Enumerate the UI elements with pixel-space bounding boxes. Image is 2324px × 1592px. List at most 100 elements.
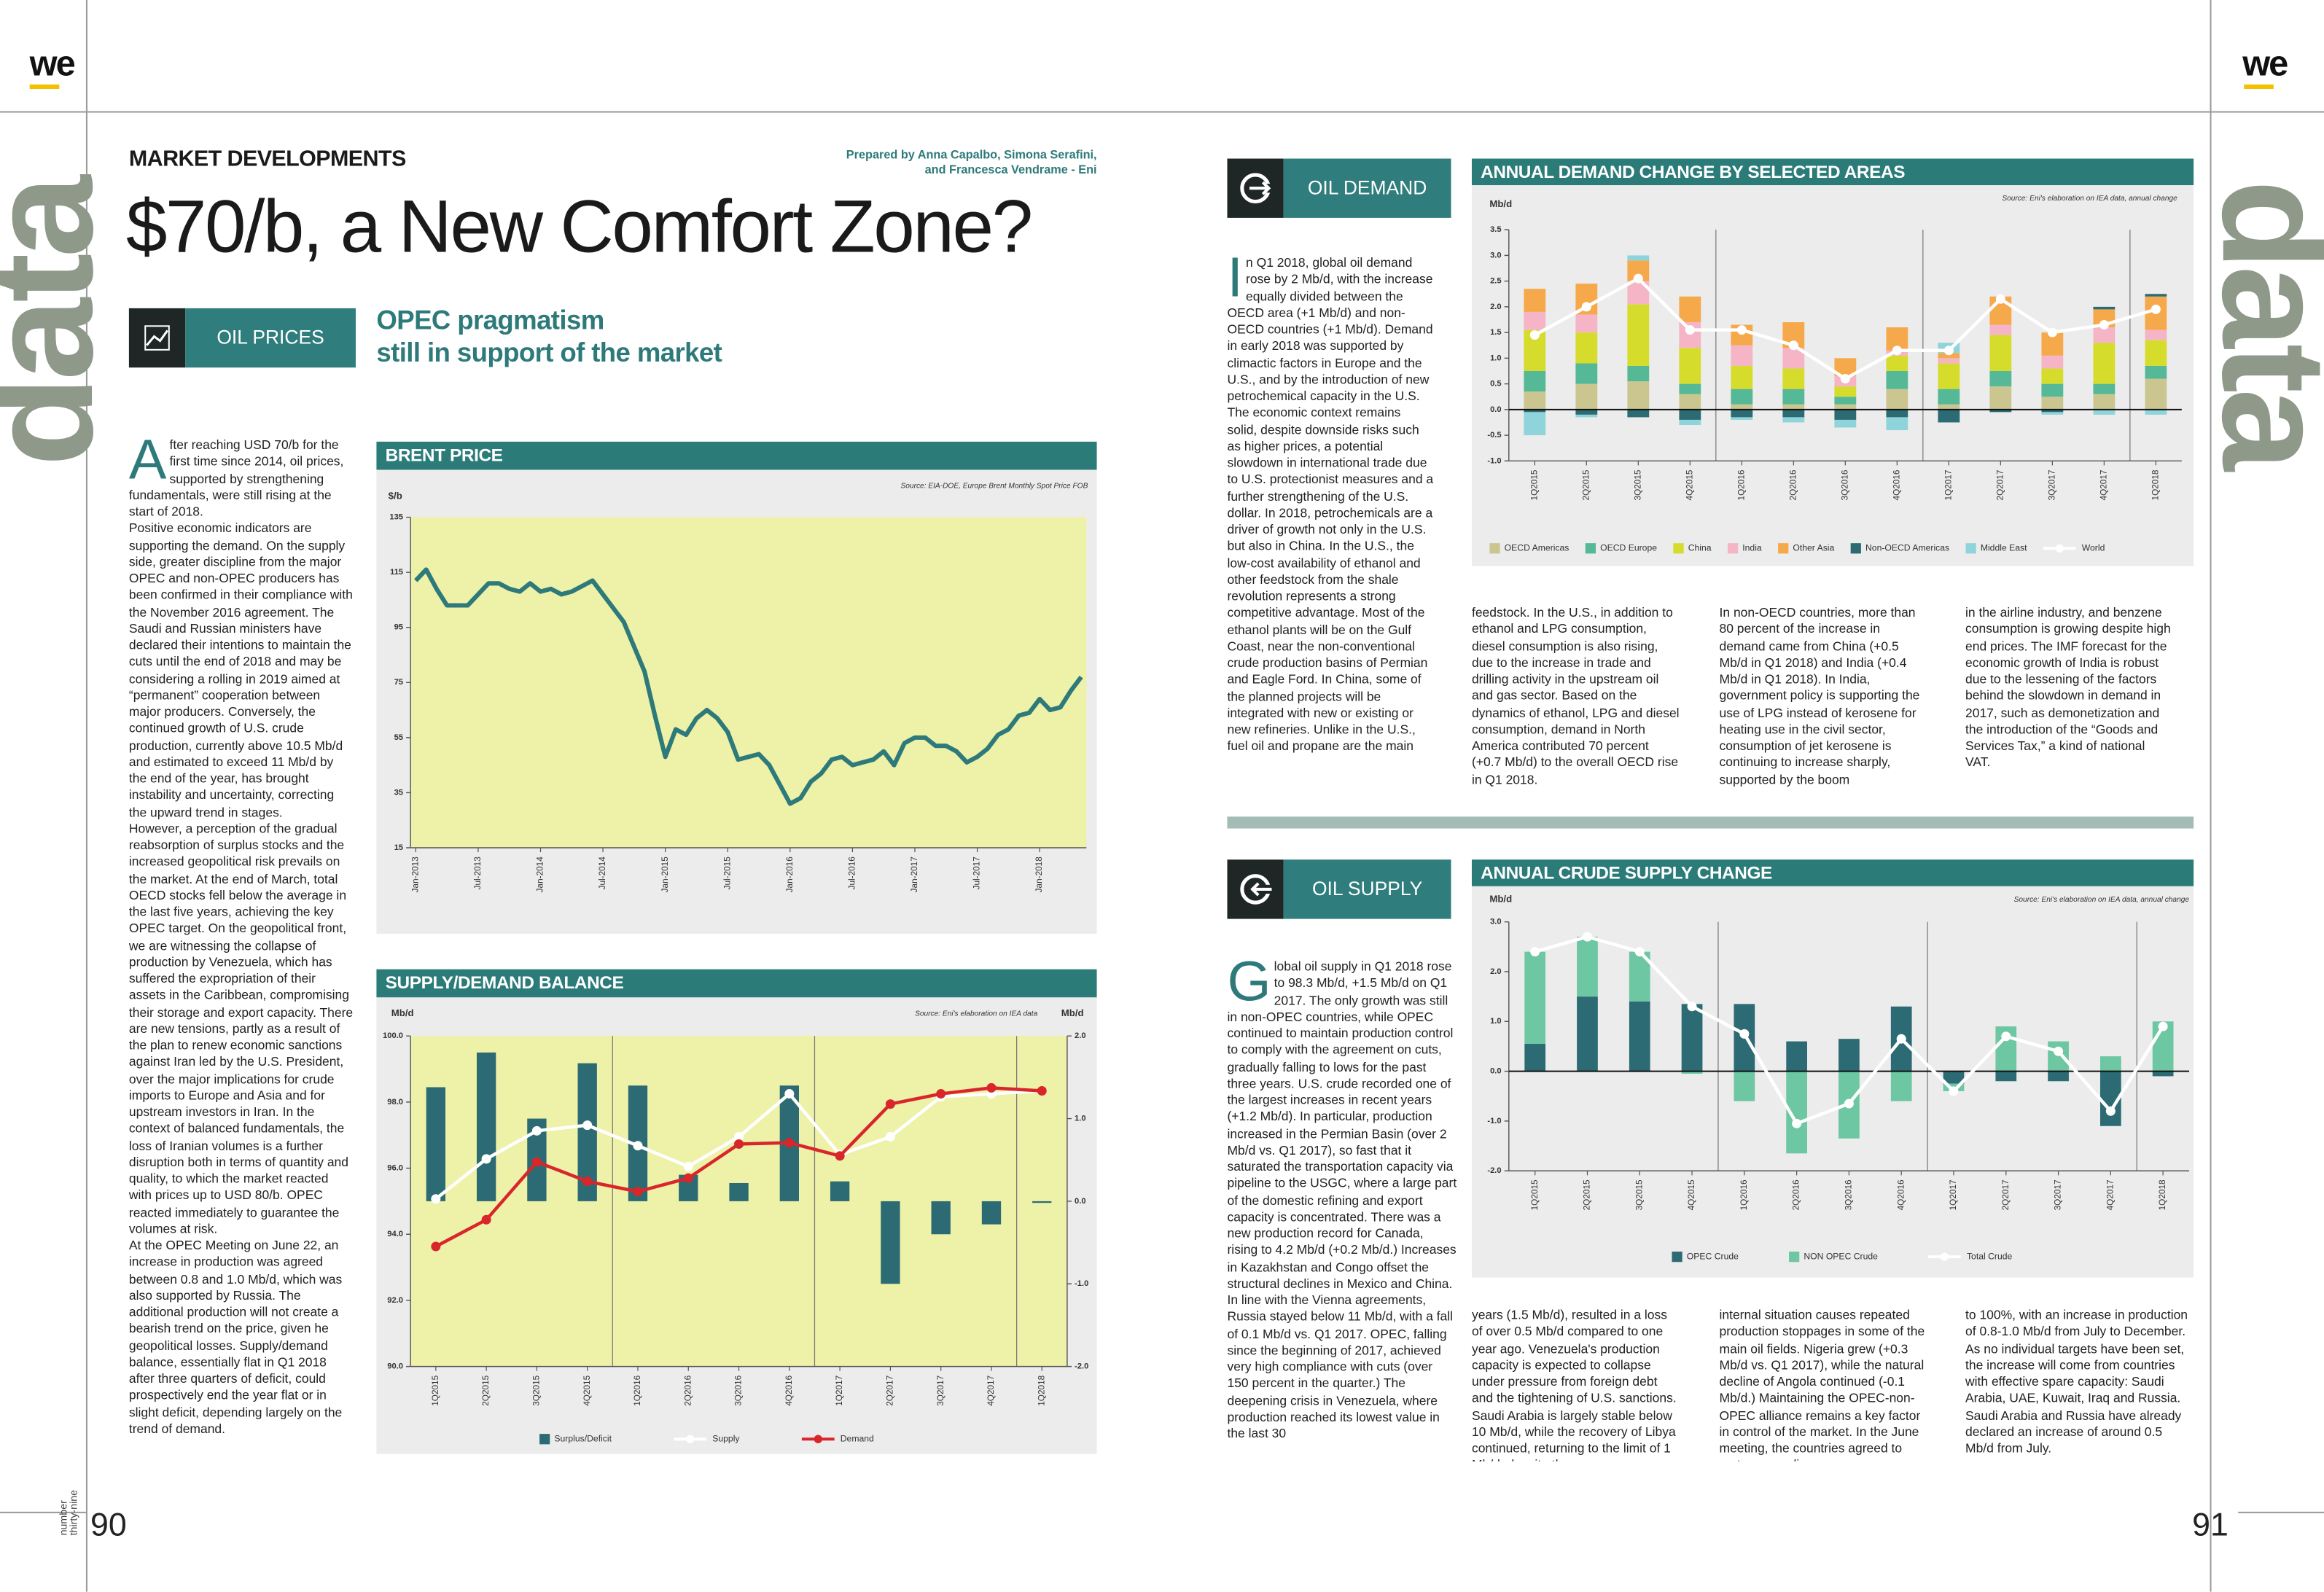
point [1685,325,1695,335]
legend-label: Other Asia [1793,543,1834,553]
bar [1679,348,1701,384]
author-line: and Francesca Vendrame - Eni [924,163,1097,176]
y-tick-label: 1.5 [1490,328,1502,337]
bar [1834,386,1857,397]
bar [1577,996,1598,1072]
bar [1734,1071,1755,1101]
bar [1731,417,1753,420]
tag-icon [128,308,186,368]
subtitle: OPEC pragmatism still in support of the … [376,304,722,369]
point [2105,1106,2116,1116]
legend-label: India [1742,543,1762,553]
bar [1679,296,1701,323]
y-tick-label: 75 [394,678,403,687]
point [2001,1031,2011,1042]
issue: number thirty-nine [59,1462,79,1535]
bar [1782,389,1805,405]
point [784,1089,795,1099]
headline: $70/b, a New Comfort Zone? [125,185,1033,269]
x-tick-label: 1Q2017 [1949,1179,1958,1210]
article-text: feedstock. In the U.S., in addition to e… [1471,604,1680,787]
x-tick-label: 1Q2017 [835,1376,844,1406]
chart-header: BRENT PRICE [376,441,1097,470]
y-tick-label: 0.0 [1490,1067,1502,1076]
bar [1679,419,1701,425]
point [835,1151,845,1161]
legend-item: NON OPEC Crude [1789,1251,1878,1263]
bar [1575,363,1598,384]
y-tick-label: 98.0 [387,1098,403,1107]
bar [1782,368,1805,389]
chart: Source: Eni's elaboration on IEA data, a… [1471,886,2194,1278]
x-tick-label: 1Q2016 [1739,1179,1749,1210]
x-tick-label: 2Q2015 [1583,1179,1592,1210]
bar [1679,409,1701,420]
bar [1938,353,1960,359]
article-text: in the airline industry, and benzene con… [1965,604,2171,770]
point [1736,325,1747,335]
bar [1782,404,1805,410]
plot-area [410,517,1087,848]
logo: we [29,44,76,85]
y-tick-label: 0.0 [1490,405,1502,414]
y-tick-label: 95 [394,623,403,632]
point [633,1141,643,1151]
x-tick-label: 1Q2018 [2158,1179,2167,1210]
bar [1989,324,2012,335]
article-text: internal situation causes repeated produ… [1719,1307,1925,1461]
point [431,1241,441,1252]
bar [1886,370,1908,389]
section-tag: OIL DEMAND [1283,158,1451,218]
bar [2041,355,2064,369]
chart: Source: Eni's elaboration on IEA data, a… [1471,185,2194,566]
bar [1834,419,1857,428]
bar [1679,394,1701,410]
y2-tick-label: 1.0 [1075,1115,1086,1123]
x-tick-label: 2Q2015 [1581,469,1591,500]
bar [2152,1071,2174,1077]
y2-tick-label: -1.0 [1075,1279,1088,1288]
x-tick-label: Jul-2016 [848,857,857,890]
legend-item: Supply [674,1433,740,1443]
side-label: data [0,179,125,467]
section-title: MARKET DEVELOPMENTS [128,147,406,172]
bar [2093,409,2116,415]
bar [729,1182,749,1201]
x-tick-label: Jan-2018 [1034,857,1044,893]
chart: Source: EIA-DOE, Europe Brent Monthly Sp… [376,469,1097,934]
x-tick-label: 4Q2015 [1687,1179,1696,1210]
point [1530,947,1540,957]
x-tick-label: 1Q2015 [431,1375,440,1405]
article-text: to 100%, with an increase in production … [1965,1307,2188,1456]
legend-item: Non-OECD Americas [1850,543,1949,554]
right-rule [2210,0,2212,1592]
y-tick-label: -1.0 [1487,456,1501,465]
legend-label: OECD Americas [1505,543,1570,553]
x-tick-label: 4Q2015 [582,1375,592,1405]
bar [1989,370,2012,387]
top-rule [0,111,2324,113]
point [1529,330,1540,340]
legend-item: Demand [801,1433,874,1443]
x-tick-label: 3Q2015 [1633,469,1642,500]
x-tick-label: 4Q2017 [2099,470,2108,501]
point [633,1187,643,1197]
legend-item: Surplus/Deficit [539,1433,612,1445]
authors: Prepared by Anna Capalbo, Simona Serafin… [800,148,1097,178]
side-label: data [2191,179,2324,467]
bar [2041,383,2064,397]
legend-swatch [1789,1252,1800,1263]
bar [1681,1004,1703,1072]
source: Source: EIA-DOE, Europe Brent Monthly Sp… [901,483,1088,491]
legend-item: OECD Americas [1489,543,1569,554]
bar [1524,951,1546,1045]
y-tick-label: 115 [390,568,403,577]
logo-bar [29,84,60,89]
x-tick-label: Jul-2014 [598,857,607,890]
section-tag: OIL PRICES [185,308,356,368]
bar [1838,1039,1860,1072]
legend-label: OECD Europe [1600,543,1657,553]
legend-label: Demand [841,1433,874,1443]
legend-label: Surplus/Deficit [554,1433,612,1443]
